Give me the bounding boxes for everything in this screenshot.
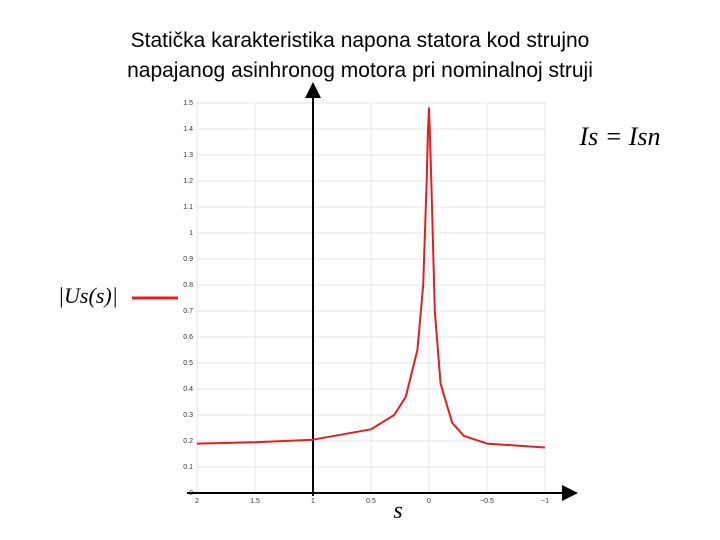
y-tick-label: 0.7 xyxy=(183,308,193,315)
y-tick-label: 1.5 xyxy=(183,100,193,107)
legend-label: |Us(s)| xyxy=(58,283,118,308)
y-tick-label: 1.1 xyxy=(183,204,193,211)
annotation: Is = Isn xyxy=(578,122,660,151)
y-tick-label: 0.6 xyxy=(183,334,193,341)
x-axis-label: s xyxy=(393,498,402,524)
x-tick-label: 0.5 xyxy=(366,498,376,505)
x-tick-label: −1 xyxy=(541,498,549,505)
y-tick-label: 1.3 xyxy=(183,152,193,159)
x-tick-label: 2 xyxy=(195,498,199,505)
y-tick-label: 0.9 xyxy=(183,256,193,263)
x-tick-label: 0 xyxy=(427,498,431,505)
chart-title: Statička karakteristika napona statora k… xyxy=(127,29,593,82)
x-tick-label: −0.5 xyxy=(480,498,494,505)
x-tick-label: 1.5 xyxy=(250,498,260,505)
y-tick-label: 0.4 xyxy=(183,386,193,393)
y-tick-label: 1 xyxy=(189,230,193,237)
y-tick-label: 0.3 xyxy=(183,412,193,419)
line xyxy=(196,107,546,449)
y-tick-label: 0.2 xyxy=(183,438,193,445)
y-tick-label: 1.2 xyxy=(183,178,193,185)
y-tick-label: 0.1 xyxy=(183,464,193,471)
y-tick-label: 0.5 xyxy=(183,360,193,367)
y-tick-label: 1.4 xyxy=(183,126,193,133)
y-tick-label: 0.8 xyxy=(183,282,193,289)
x-tick-label: 1 xyxy=(311,498,315,505)
